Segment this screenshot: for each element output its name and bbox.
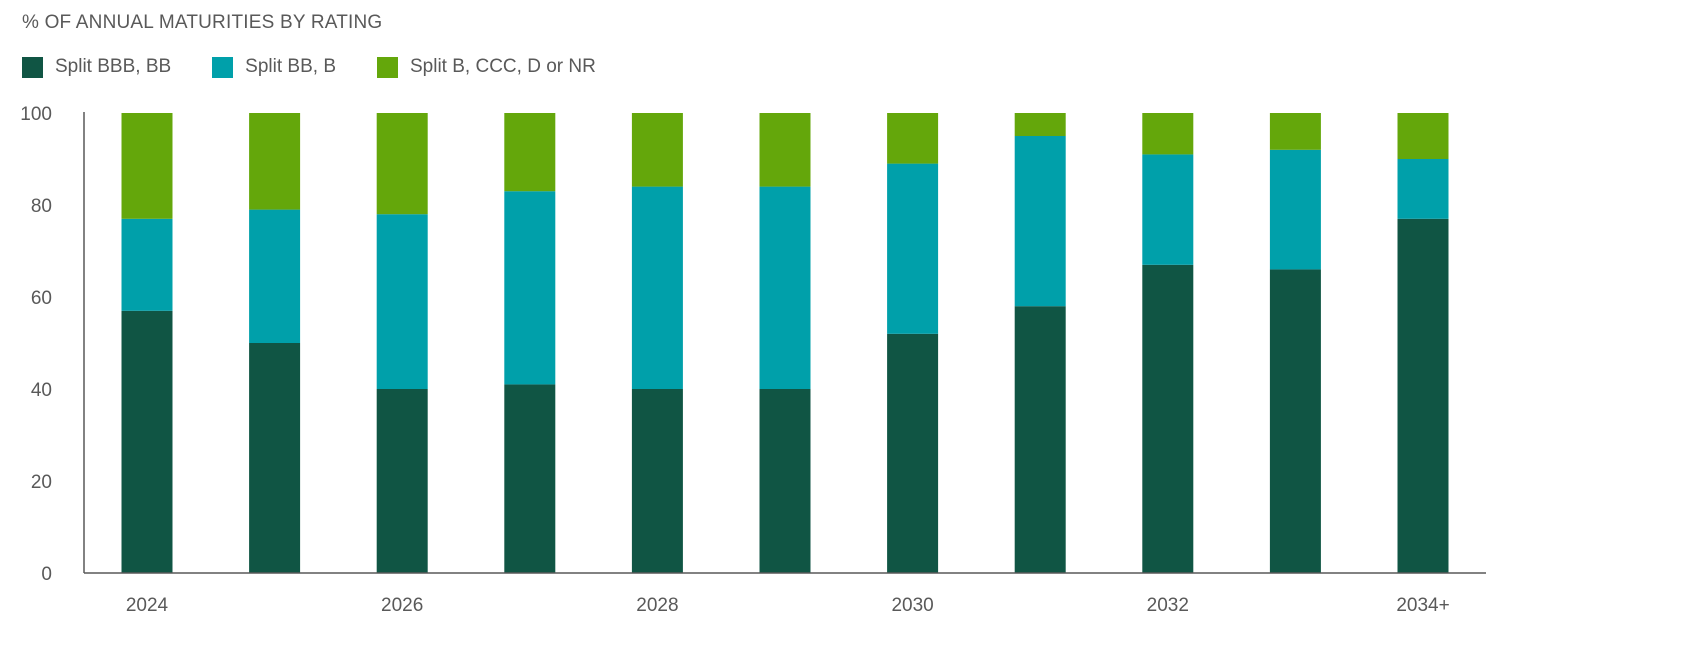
x-tick-label-2034: 2034+ [1396,595,1449,616]
bar-segment-2026-series-0 [376,389,428,573]
chart-title: % OF ANNUAL MATURITIES BY RATING [22,12,383,33]
legend-item-split-b-ccc-d-nr: Split B, CCC, D or NR [377,56,596,78]
legend-label-split-b-ccc-d-nr: Split B, CCC, D or NR [410,56,596,77]
bar-segment-2031-series-0 [1014,306,1066,573]
x-tick-label-2024: 2024 [126,595,169,616]
chart-legend: Split BBB, BB Split BB, B Split B, CCC, … [22,56,637,78]
bar-segment-2030-series-0 [887,333,939,573]
x-tick-label-2028: 2028 [636,595,678,616]
bar-segment-2029-series-0 [759,389,811,573]
bar-segment-2032-series-1 [1142,154,1194,265]
legend-swatch-split-bbb-bb [22,56,43,78]
bar-segment-2033-series-2 [1269,113,1321,150]
x-tick-label-2032: 2032 [1147,595,1189,616]
bar-segment-2031-series-2 [1014,113,1066,136]
legend-label-split-bbb-bb: Split BBB, BB [55,56,172,77]
bar-segment-2027-series-1 [504,191,556,385]
bar-segment-2033-series-0 [1269,269,1321,573]
bar-segment-2027-series-2 [504,113,556,192]
bar-segment-2025-series-1 [249,209,301,343]
legend-item-split-bb-b: Split BB, B [212,56,336,78]
bar-segment-2027-series-0 [504,384,556,573]
x-tick-label-2026: 2026 [381,595,423,616]
y-tick-label-100: 100 [20,104,52,125]
bar-segment-2030-series-1 [887,163,939,334]
bar-segment-2024-series-0 [121,310,173,573]
bar-segment-2028-series-2 [631,113,683,187]
bar-segment-2025-series-2 [249,113,301,210]
legend-swatch-split-b-ccc-d-nr [377,56,398,78]
legend-label-split-bb-b: Split BB, B [245,56,336,77]
legend-item-split-bbb-bb: Split BBB, BB [22,56,171,78]
bar-segment-2028-series-1 [631,186,683,389]
bar-segment-2032-series-0 [1142,264,1194,573]
bar-segment-2032-series-2 [1142,113,1194,155]
bar-segment-2029-series-2 [759,113,811,187]
bar-segment-2030-series-2 [887,113,939,164]
bar-segment-2031-series-1 [1014,136,1066,307]
legend-swatch-split-bb-b [212,56,234,78]
x-tick-label-2030: 2030 [891,595,933,616]
bar-segment-2024-series-1 [121,218,173,311]
y-tick-label-40: 40 [31,380,52,401]
bar-segment-2028-series-0 [631,389,683,573]
y-tick-label-20: 20 [31,472,52,493]
bar-segment-2033-series-1 [1269,149,1321,270]
bar-segment-2034-series-2 [1397,113,1449,159]
bar-segment-2034-series-0 [1397,218,1449,574]
bar-segment-2025-series-0 [249,343,301,573]
bar-segment-2029-series-1 [759,186,811,389]
bar-segment-2034-series-1 [1397,159,1449,219]
y-tick-label-0: 0 [41,564,52,585]
y-tick-label-80: 80 [31,196,52,217]
bar-segment-2026-series-1 [376,214,428,389]
y-tick-label-60: 60 [31,288,52,309]
bar-segment-2024-series-2 [121,113,173,219]
bar-segment-2026-series-2 [376,113,428,215]
